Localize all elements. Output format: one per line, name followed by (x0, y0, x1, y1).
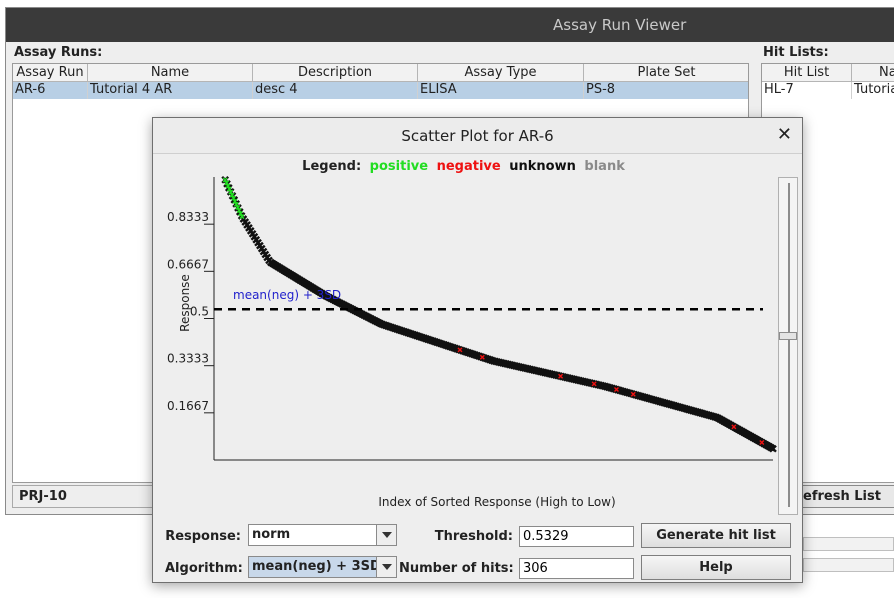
negative-point (591, 381, 597, 387)
main-titlebar[interactable]: Assay Run Viewer (6, 8, 894, 42)
scatter-plot: 0.1667 0.3333 0.5 0.6667 0.8333 Response Index… (167, 175, 777, 509)
cell-plate-set[interactable]: PS-8 (584, 82, 748, 99)
column-header-assay-run[interactable]: Assay Run (13, 64, 88, 82)
negative-point (731, 424, 737, 430)
slider-track-line (788, 183, 790, 507)
slider-thumb[interactable] (779, 332, 797, 340)
assay-runs-label: Assay Runs: (14, 45, 103, 60)
response-selected-value: norm (252, 527, 291, 542)
hit-lists-label: Hit Lists: (763, 45, 829, 60)
column-header-name[interactable]: Name (88, 64, 253, 82)
positive-point (222, 177, 228, 183)
positive-point (229, 192, 235, 198)
generate-hit-list-button[interactable]: Generate hit list (641, 523, 791, 548)
x-axis-label: Index of Sorted Response (High to Low) (378, 495, 615, 509)
scatter-plot-dialog: Scatter Plot for AR-6 ✕ 0.1667 0.3333 0.5 0… (152, 117, 803, 583)
number-of-hits-field[interactable] (519, 558, 634, 579)
positive-point (239, 214, 245, 220)
cell-assay-run[interactable]: AR-6 (13, 82, 88, 99)
negative-point (759, 439, 765, 445)
algorithm-label: Algorithm: (165, 561, 243, 576)
legend-unknown: unknown (509, 159, 576, 174)
legend-blank: blank (584, 159, 625, 174)
refresh-list-label: efresh List (803, 489, 881, 504)
project-label: PRJ-10 (19, 489, 67, 504)
cell-name[interactable]: Tutorial 4 AR (88, 82, 253, 99)
y-tick-label: 0.6667 (167, 257, 209, 271)
y-axis-label: Response (178, 274, 192, 332)
refresh-list-button[interactable]: efresh List (796, 485, 894, 508)
number-of-hits-label: Number of hits: (399, 561, 514, 576)
threshold-label: Threshold: (434, 529, 513, 544)
y-tick-label: 0.3333 (167, 352, 209, 366)
column-header-assay-type[interactable]: Assay Type (418, 64, 584, 82)
threshold-slider[interactable] (778, 177, 798, 515)
close-icon[interactable]: ✕ (776, 124, 792, 145)
window-title: Assay Run Viewer (553, 16, 687, 34)
negative-point (457, 347, 463, 353)
legend-positive: positive (369, 159, 429, 174)
positive-point (232, 198, 238, 204)
chevron-down-icon[interactable] (376, 525, 396, 545)
cell-hit-list-name[interactable]: Tutoria (852, 82, 894, 99)
background-field (803, 537, 894, 551)
positive-point (235, 204, 241, 210)
help-button[interactable]: Help (641, 555, 791, 580)
project-status-bar: PRJ-10 (12, 485, 162, 508)
algorithm-selected-value: mean(neg) + 3SD (252, 559, 381, 574)
column-header-hit-list[interactable]: Hit List (762, 64, 852, 82)
positive-point (233, 201, 239, 207)
positive-point (231, 195, 237, 201)
legend-negative: negative (436, 159, 501, 174)
cell-assay-type[interactable]: ELISA (418, 82, 584, 99)
negative-point (479, 354, 485, 360)
y-tick-label: 0.5 (190, 305, 209, 319)
negative-point (630, 391, 636, 397)
positive-point (236, 207, 242, 213)
column-header-hit-list-name[interactable]: Na (852, 64, 894, 82)
plot-panel: 0.1667 0.3333 0.5 0.6667 0.8333 Response Index… (153, 155, 802, 515)
cell-description[interactable]: desc 4 (253, 82, 418, 99)
legend: Legend: positive negative unknown blank (153, 159, 778, 174)
positive-point (224, 180, 230, 186)
threshold-label: mean(neg) + 3SD (233, 288, 341, 302)
positive-point (225, 183, 231, 189)
cell-hit-list[interactable]: HL-7 (762, 82, 852, 99)
positive-point (238, 211, 244, 217)
unknown-point (769, 444, 777, 453)
positive-point (226, 186, 232, 192)
negative-point (613, 387, 619, 393)
positive-point (228, 189, 234, 195)
legend-label: Legend: (302, 159, 362, 174)
algorithm-select[interactable]: mean(neg) + 3SD (248, 556, 397, 578)
column-header-description[interactable]: Description (253, 64, 418, 82)
dialog-title: Scatter Plot for AR-6 (401, 127, 554, 145)
dialog-titlebar[interactable]: Scatter Plot for AR-6 ✕ (153, 118, 802, 154)
threshold-field[interactable] (519, 526, 634, 547)
background-field (803, 558, 894, 572)
column-header-plate-set[interactable]: Plate Set (584, 64, 748, 82)
response-select[interactable]: norm (248, 524, 397, 546)
chevron-down-icon[interactable] (376, 557, 396, 577)
negative-point (558, 373, 564, 379)
y-tick-label: 0.8333 (167, 210, 209, 224)
y-tick-label: 0.1667 (167, 399, 209, 413)
response-label: Response: (165, 529, 241, 544)
